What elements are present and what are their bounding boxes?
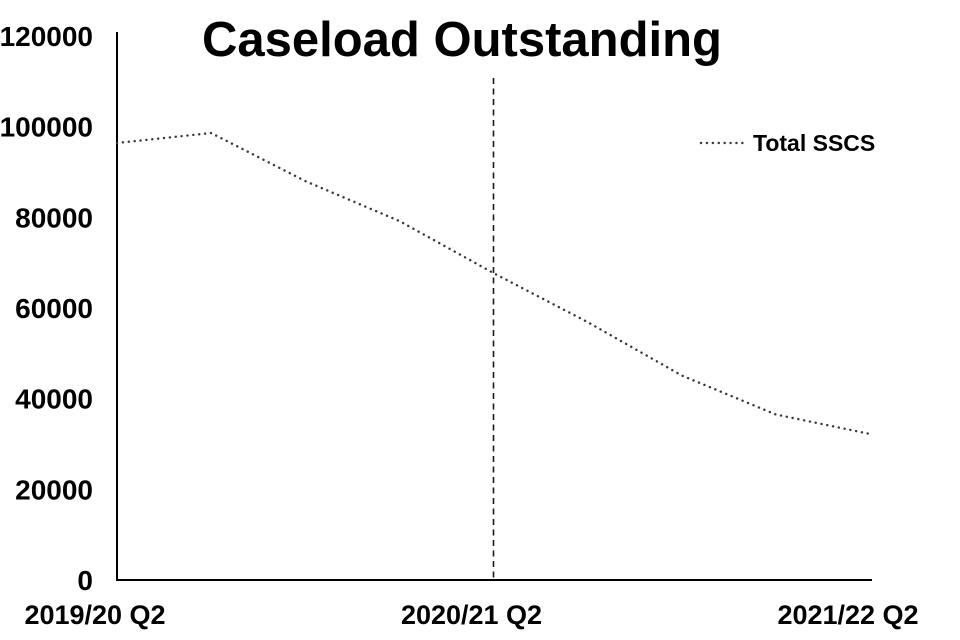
y-tick-label: 40000 [15, 384, 93, 415]
x-axis-tick-labels: 2019/20 Q2 2020/21 Q2 2021/22 Q2 [24, 600, 918, 630]
x-tick-label: 2020/21 Q2 [401, 600, 542, 630]
total-sscs-series-line [115, 131, 872, 436]
legend-entry-label: Total SSCS [753, 130, 875, 156]
y-tick-label: 60000 [15, 293, 93, 324]
chart-title: Caseload Outstanding [202, 13, 722, 67]
legend: Total SSCS [699, 130, 875, 156]
y-tick-label: 120000 [0, 21, 93, 52]
y-tick-label: 80000 [15, 202, 93, 233]
y-axis-tick-labels: 0 20000 40000 60000 80000 100000 120000 [0, 21, 93, 596]
x-tick-label: 2019/20 Q2 [24, 600, 165, 630]
y-tick-label: 100000 [0, 112, 93, 143]
y-tick-label: 0 [77, 565, 93, 596]
y-tick-label: 20000 [15, 474, 93, 505]
x-tick-label: 2021/22 Q2 [777, 600, 918, 630]
